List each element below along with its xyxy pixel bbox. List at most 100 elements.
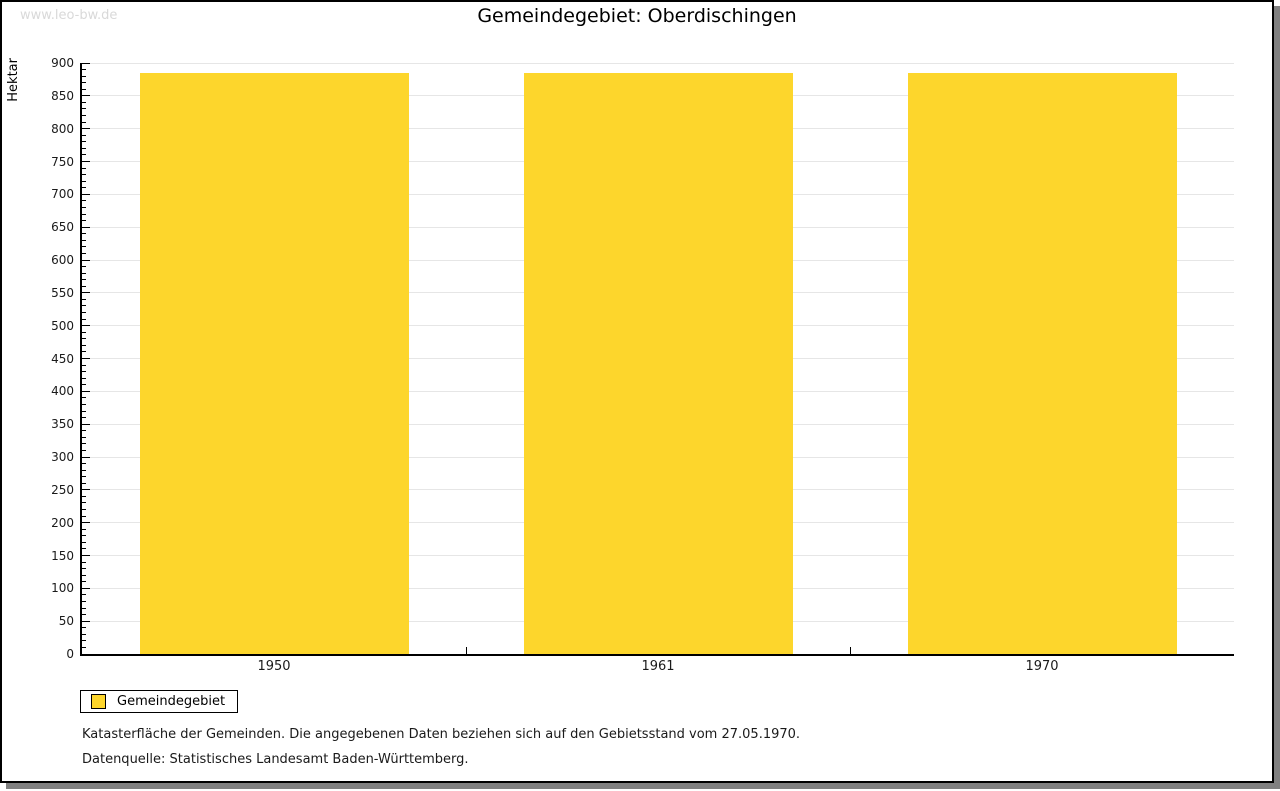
y-minor-tick	[82, 541, 86, 543]
y-minor-tick	[82, 436, 86, 438]
footnote-text: Katasterfläche der Gemeinden. Die angege…	[82, 727, 801, 742]
y-minor-tick	[82, 443, 86, 445]
y-minor-tick	[82, 147, 86, 149]
y-major-tick	[82, 358, 90, 359]
y-major-tick	[82, 653, 90, 655]
legend-label: Gemeindegebiet	[117, 694, 226, 709]
y-minor-tick	[82, 298, 86, 300]
y-axis-tick-label: 350	[51, 417, 74, 432]
chart-title: Gemeindegebiet: Oberdischingen	[477, 5, 797, 27]
y-minor-tick	[82, 272, 86, 274]
source-note: Datenquelle: Statistisches Landesamt Bad…	[82, 752, 469, 767]
bar	[524, 73, 793, 654]
y-minor-tick	[82, 220, 86, 222]
y-axis-tick-label: 900	[51, 56, 74, 70]
y-minor-tick	[82, 318, 86, 320]
y-minor-tick	[82, 377, 86, 379]
bar	[908, 73, 1177, 654]
legend-swatch-icon	[91, 694, 106, 709]
y-minor-tick	[82, 200, 86, 202]
y-axis-tick-label: 50	[58, 614, 74, 629]
y-minor-tick	[82, 121, 86, 123]
y-major-tick	[82, 95, 90, 97]
y-minor-tick	[82, 364, 86, 366]
bar	[140, 73, 409, 654]
y-axis-tick-label: 550	[51, 285, 74, 300]
y-axis-tick-label: 200	[51, 515, 74, 530]
y-major-tick	[82, 259, 90, 261]
y-major-tick	[82, 226, 90, 228]
y-minor-tick	[82, 82, 86, 84]
y-minor-tick	[82, 167, 86, 169]
y-minor-tick	[82, 561, 86, 563]
y-minor-tick	[82, 371, 86, 373]
y-minor-tick	[82, 627, 86, 629]
y-axis-tick-label: 600	[51, 253, 74, 267]
y-axis-tick-label: 700	[51, 187, 74, 202]
y-minor-tick	[82, 646, 86, 648]
y-axis-tick-label: 750	[51, 154, 74, 169]
y-major-tick	[82, 292, 90, 294]
y-axis-tick-label: 800	[51, 121, 74, 136]
y-minor-tick	[82, 233, 86, 235]
y-minor-tick	[82, 495, 86, 497]
y-minor-tick	[82, 266, 86, 268]
y-minor-tick	[82, 614, 86, 616]
y-major-tick	[82, 489, 90, 491]
y-minor-tick	[82, 548, 86, 550]
y-minor-tick	[82, 174, 86, 176]
y-major-tick	[82, 620, 90, 622]
y-minor-tick	[82, 476, 86, 478]
y-minor-tick	[82, 568, 86, 570]
y-minor-tick	[82, 594, 86, 596]
y-minor-tick	[82, 239, 86, 241]
x-axis-tick	[850, 647, 851, 654]
y-minor-tick	[82, 449, 86, 451]
y-minor-tick	[82, 75, 86, 77]
y-minor-tick	[82, 430, 86, 432]
plot-area: 0 50 100 150 200 250 300 350 400 450 500 550 600 650 7…	[51, 56, 1234, 674]
y-major-tick	[82, 325, 90, 327]
x-axis-tick-label: 1961	[641, 659, 675, 674]
y-minor-tick	[82, 502, 86, 504]
legend: Gemeindegebiet	[80, 690, 239, 713]
y-minor-tick	[82, 331, 86, 333]
y-major-tick	[82, 423, 90, 425]
y-minor-tick	[82, 607, 86, 609]
x-axis-tick	[466, 647, 467, 654]
y-minor-tick	[82, 312, 86, 314]
gridline	[82, 62, 1234, 64]
watermark: www.leo-bw.de	[20, 8, 118, 23]
y-minor-tick	[82, 515, 86, 517]
y-minor-tick	[82, 213, 86, 215]
y-minor-tick	[82, 101, 86, 103]
y-axis-tick-label: 500	[51, 318, 74, 333]
y-minor-tick	[82, 509, 86, 511]
y-axis-tick-label: 150	[51, 548, 74, 563]
y-minor-tick	[82, 384, 86, 386]
y-axis-tick-label: 450	[51, 351, 74, 366]
y-minor-tick	[82, 410, 86, 412]
y-major-tick	[82, 161, 90, 162]
y-axis-title: Hektar	[6, 58, 21, 102]
y-minor-tick	[82, 482, 86, 484]
y-minor-tick	[82, 528, 86, 530]
y-minor-tick	[82, 285, 86, 287]
y-axis-tick-label: 300	[51, 450, 74, 464]
y-minor-tick	[82, 154, 86, 156]
y-minor-tick	[82, 206, 86, 208]
y-minor-tick	[82, 246, 86, 248]
y-minor-tick	[82, 115, 86, 117]
y-major-tick	[82, 555, 90, 556]
y-minor-tick	[82, 463, 86, 465]
y-minor-tick	[82, 187, 86, 189]
y-minor-tick	[82, 351, 86, 353]
y-minor-tick	[82, 574, 86, 576]
y-minor-tick	[82, 417, 86, 419]
y-minor-tick	[82, 141, 86, 143]
y-minor-tick	[82, 338, 86, 340]
y-axis-tick-label: 850	[51, 88, 74, 103]
y-minor-tick	[82, 397, 86, 399]
x-axis-tick-label: 1950	[257, 659, 291, 674]
y-major-tick	[82, 128, 90, 130]
